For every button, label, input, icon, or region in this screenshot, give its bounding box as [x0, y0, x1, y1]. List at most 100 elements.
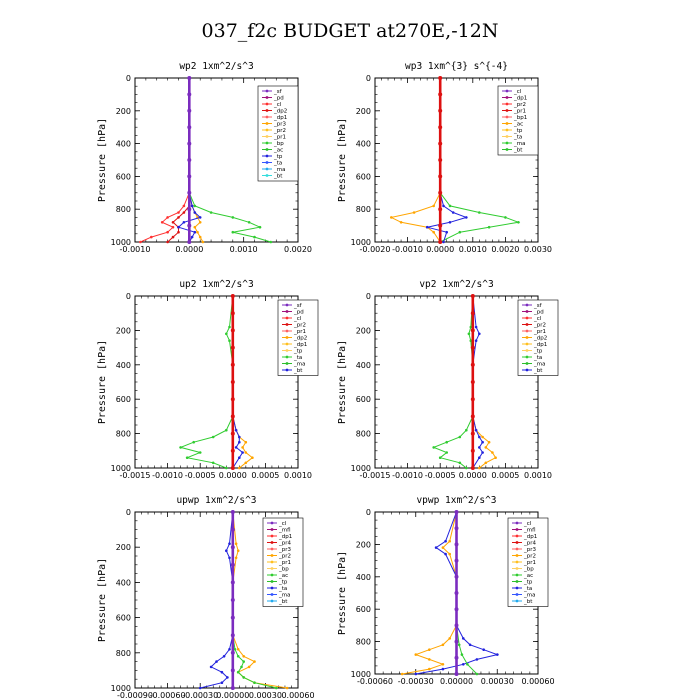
y-tick-label: 400 — [116, 578, 131, 587]
series-point — [478, 435, 481, 439]
series-point — [198, 451, 202, 454]
y-tick-label: 200 — [116, 543, 131, 552]
series-point — [230, 633, 235, 638]
legend-label: _dp1 — [533, 342, 547, 348]
panel-title: upwp 1xm^2/s^3 — [176, 495, 256, 506]
series-point — [230, 562, 235, 567]
series-point — [230, 510, 235, 514]
series-point — [481, 435, 484, 439]
series-point — [177, 216, 180, 219]
series-point — [225, 466, 228, 470]
legend-label: _pr1 — [513, 109, 526, 115]
series-point — [438, 76, 443, 80]
legend-marker — [515, 586, 519, 590]
series-point — [230, 397, 235, 402]
series-point — [192, 440, 195, 444]
series-point — [470, 311, 475, 316]
series-point — [247, 221, 251, 224]
series-point — [230, 527, 235, 532]
series-point — [478, 211, 481, 214]
panel-title: up2 1xm^2/s^3 — [179, 279, 253, 290]
series-point — [470, 414, 475, 419]
series-point — [177, 211, 180, 214]
legend-label: _ma — [513, 141, 525, 147]
series-line-pr2 — [232, 296, 254, 469]
plot-frame — [134, 295, 299, 469]
legend-marker — [285, 316, 289, 320]
legend-label: _dp1 — [513, 96, 527, 102]
legend-marker — [505, 122, 509, 125]
series-point — [438, 456, 442, 460]
series-point — [445, 440, 449, 444]
x-tick-label: -0.0010 — [392, 471, 423, 480]
legend-label: _pr2 — [533, 323, 546, 329]
legend-marker — [525, 316, 529, 320]
series-point — [448, 539, 452, 543]
series-point — [234, 542, 238, 545]
series-line-pr2 — [472, 296, 497, 469]
legend-label: _ma — [293, 362, 305, 368]
x-tick-label: 0.00060 — [281, 691, 314, 700]
series-point — [470, 380, 475, 384]
series-point — [474, 325, 478, 329]
series-point — [225, 549, 228, 552]
series-point — [448, 204, 452, 208]
series-point — [166, 240, 169, 244]
legend-marker — [505, 135, 509, 138]
legend-label: _cl — [293, 316, 302, 322]
series-line-cl — [140, 78, 190, 243]
y-tick-label: 0 — [366, 508, 371, 517]
series-point — [458, 435, 462, 439]
y-tick-label: 200 — [116, 326, 131, 335]
legend-marker — [525, 349, 529, 352]
legend-label: _ac — [523, 573, 533, 579]
series-point — [438, 223, 443, 228]
legend-label: _pr1 — [293, 329, 306, 335]
legend-label: _dp1 — [293, 342, 307, 348]
series-point — [253, 235, 256, 239]
series-point — [150, 235, 153, 239]
series-point — [258, 225, 262, 229]
series-point — [228, 542, 231, 545]
x-tick-label: 0.0020 — [284, 245, 312, 254]
x-tick-label: -0.00060 — [150, 691, 186, 700]
legend-marker — [515, 554, 519, 557]
series-point — [238, 435, 241, 439]
series-point — [438, 190, 443, 195]
legend-marker — [515, 560, 519, 564]
legend-marker — [505, 115, 509, 119]
legend-marker — [515, 547, 519, 551]
series-point — [444, 552, 447, 556]
series-point — [448, 221, 452, 224]
series-point — [238, 440, 241, 444]
x-tick-label: 0.0020 — [491, 245, 519, 254]
legend-marker — [265, 109, 269, 112]
y-tick-label: 200 — [356, 107, 371, 116]
series-point — [171, 221, 175, 224]
series-point — [166, 216, 169, 219]
series-point — [487, 440, 491, 444]
legend-marker — [285, 336, 289, 339]
legend-marker — [285, 303, 289, 307]
legend-label: _mfl — [523, 528, 536, 534]
series-point — [242, 655, 245, 658]
legend-label: _tp — [523, 580, 533, 586]
legend-label: _tp — [278, 580, 288, 586]
panel-title: wp2 1xm^2/s^3 — [179, 61, 253, 72]
legend-box — [257, 85, 299, 182]
legend-marker — [515, 599, 519, 603]
series-point — [182, 221, 186, 224]
series-point — [428, 658, 431, 661]
series-point — [438, 108, 443, 113]
series-point — [470, 294, 475, 298]
legend-marker — [265, 167, 269, 171]
series-point — [196, 230, 199, 234]
y-tick-label: 600 — [116, 614, 131, 623]
series-point — [462, 663, 465, 666]
series-point — [187, 76, 192, 80]
series-point — [230, 598, 235, 602]
legend-marker — [270, 580, 274, 583]
series-point — [193, 230, 197, 234]
series-point — [438, 125, 443, 130]
